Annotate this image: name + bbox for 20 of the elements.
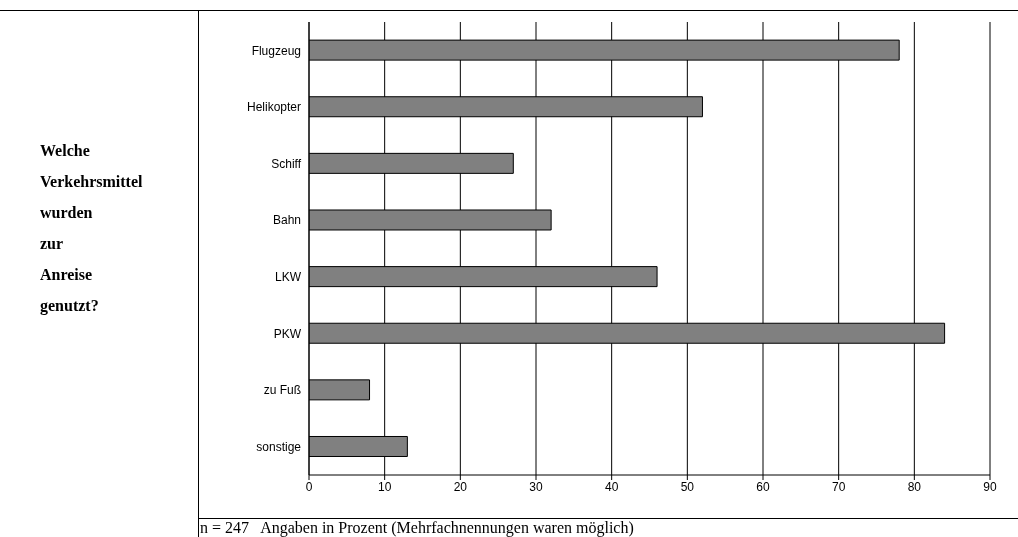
x-tick-label: 90 [983, 479, 997, 494]
x-tick-label: 80 [907, 479, 922, 494]
y-tick-label: zu Fuß [263, 383, 301, 398]
y-tick-label: Helikopter [246, 100, 301, 115]
text: n = 247 Angaben in Prozent (Mehrfachnennungen waren möglich) [200, 519, 634, 537]
x-tick-label: 30 [529, 479, 543, 494]
x-tick-label: 20 [453, 479, 468, 494]
x-tick-label: 40 [604, 479, 619, 494]
y-tick-label: Bahn [272, 213, 301, 228]
y-tick-label: sonstige [256, 439, 302, 454]
y-tick-label: Schiff [271, 156, 302, 171]
x-tick-label: 10 [377, 479, 392, 494]
x-tick-label: 70 [831, 479, 846, 494]
y-tick-label: Flugzeug [251, 43, 301, 58]
y-tick-label: LKW [274, 270, 302, 285]
x-tick-label: 60 [756, 479, 770, 494]
x-tick-label: 0 [305, 479, 313, 494]
y-tick-label: PKW [273, 326, 302, 341]
x-tick-label: 50 [680, 479, 695, 494]
text: Welche Verkehrsmittel wurden zur Anreise genutzt? [40, 141, 144, 317]
